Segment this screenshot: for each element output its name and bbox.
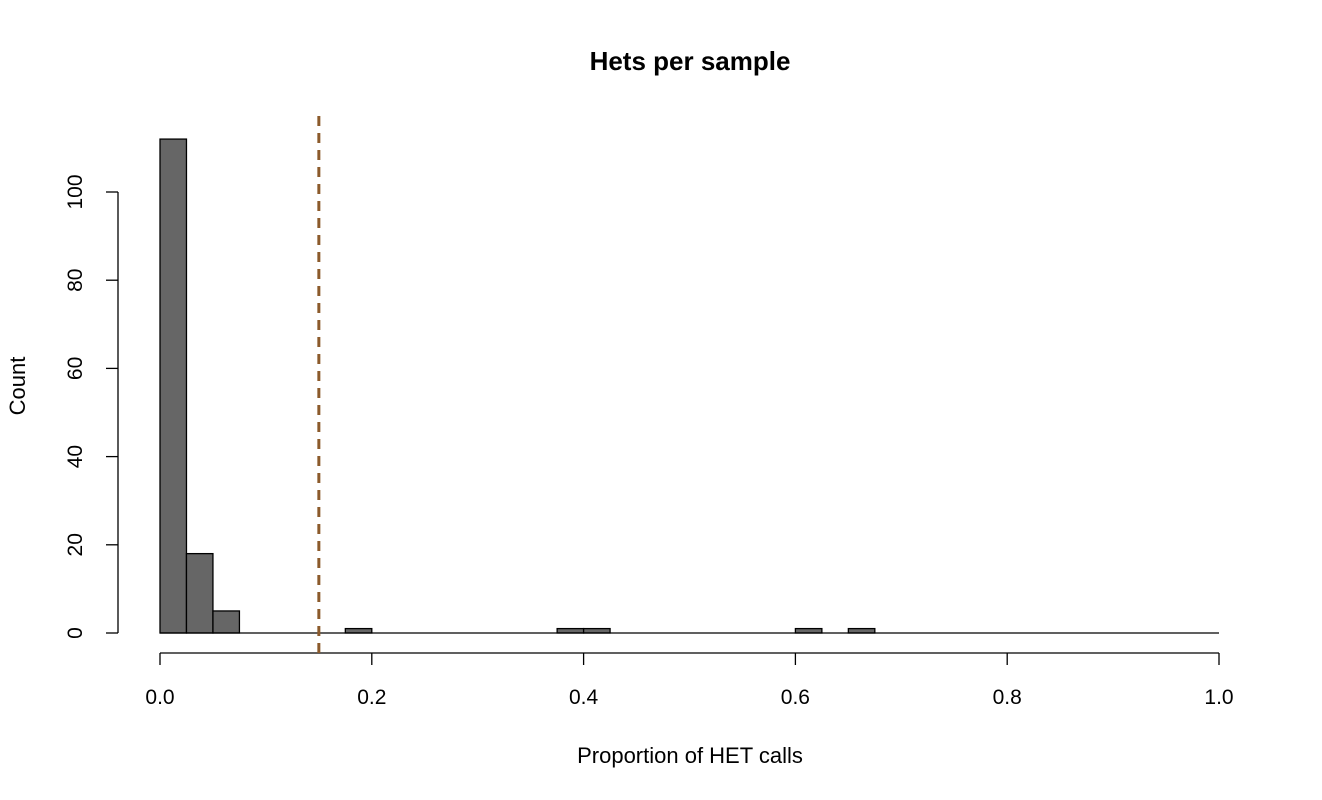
histogram-bar — [159, 138, 188, 634]
y-tick-label: 40 — [64, 445, 87, 468]
x-tick-label: 0.0 — [145, 686, 174, 709]
histogram-bar — [556, 627, 585, 634]
x-tick-label: 0.2 — [357, 686, 386, 709]
histogram-bar — [847, 627, 876, 634]
y-tick-label: 0 — [64, 627, 87, 639]
chart-title: Hets per sample — [590, 46, 791, 76]
x-tick-label: 0.8 — [993, 686, 1022, 709]
x-tick-label: 1.0 — [1204, 686, 1233, 709]
y-tick-label: 20 — [64, 533, 87, 556]
x-tick-label: 0.6 — [781, 686, 810, 709]
y-axis: 0 20 40 60 80 100 — [64, 174, 119, 639]
y-axis-label: Count — [5, 357, 30, 416]
x-tick-label: 0.4 — [569, 686, 599, 709]
x-axis-label: Proportion of HET calls — [577, 743, 803, 768]
y-tick-label: 100 — [64, 174, 87, 209]
histogram-bar — [344, 627, 373, 634]
y-tick-label: 60 — [64, 357, 87, 380]
histogram-bar — [212, 610, 241, 634]
histogram-bar — [582, 627, 611, 634]
x-axis: 0.0 0.2 0.4 0.6 0.8 1.0 — [145, 652, 1234, 709]
histogram-bar — [185, 552, 214, 634]
bars-group — [159, 138, 1219, 634]
y-tick-label: 80 — [64, 269, 87, 292]
histogram-bar — [794, 627, 823, 634]
